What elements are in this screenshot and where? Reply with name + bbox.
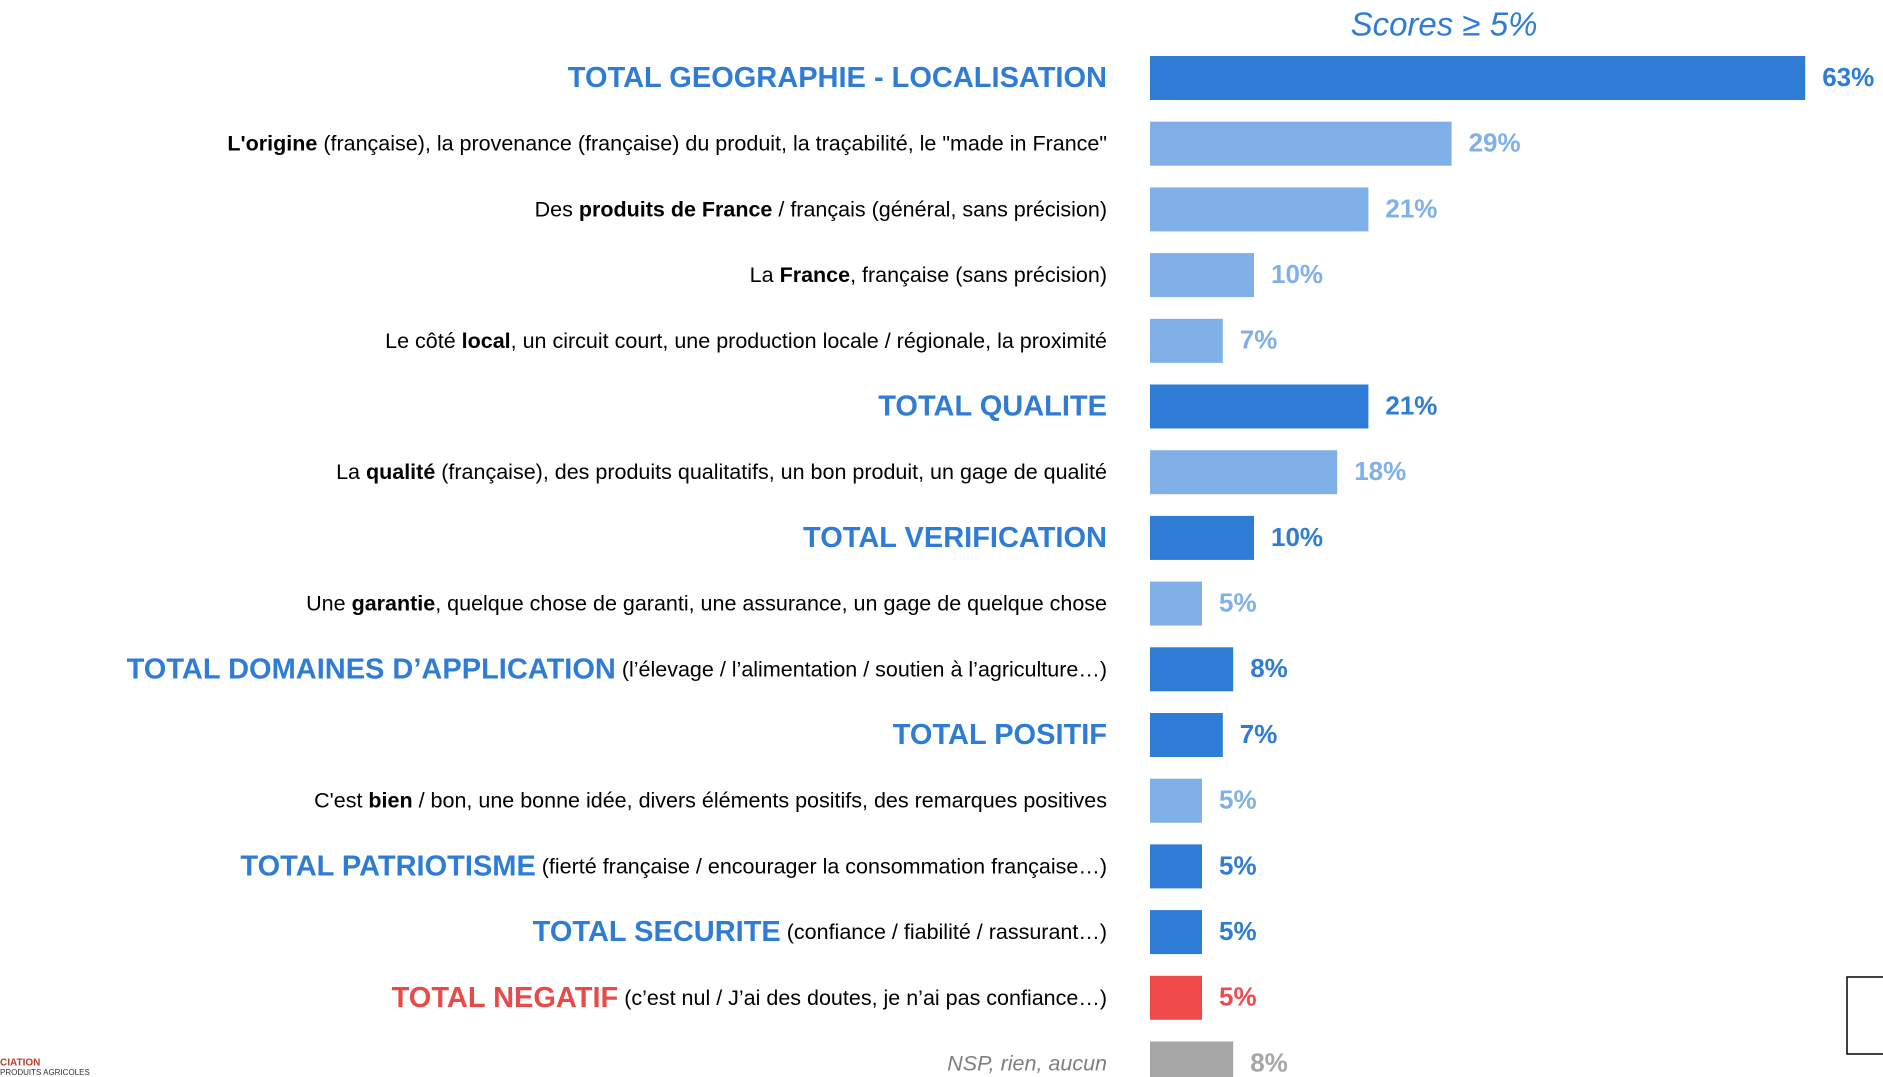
- label-part: (l’élevage / l’alimentation / soutien à …: [616, 657, 1107, 681]
- bar: [1150, 121, 1452, 166]
- bar: [1150, 56, 1806, 100]
- category-label: Une garantie, quelque chose de garanti, …: [306, 591, 1107, 615]
- label-part: TOTAL QUALITE: [878, 390, 1107, 422]
- category-label: TOTAL SECURITE (confiance / fiabilité / …: [533, 916, 1107, 948]
- bar: [1150, 318, 1223, 363]
- label-part: TOTAL PATRIOTISME: [240, 850, 535, 882]
- label-part: NSP, rien, aucun: [947, 1051, 1107, 1075]
- bar: [1150, 778, 1202, 823]
- label-part: , quelque chose de garanti, une assuranc…: [435, 591, 1107, 615]
- category-label: TOTAL QUALITE: [878, 390, 1107, 422]
- label-part: local: [462, 328, 511, 352]
- label-part: La: [336, 460, 366, 484]
- label-part: TOTAL GEOGRAPHIE - LOCALISATION: [568, 62, 1107, 94]
- bar: [1150, 515, 1254, 560]
- value-label: 8%: [1250, 653, 1288, 683]
- label-part: C'est: [314, 788, 368, 812]
- label-part: TOTAL SECURITE: [533, 916, 781, 948]
- category-label: TOTAL GEOGRAPHIE - LOCALISATION: [568, 62, 1107, 94]
- label-part: / français (général, sans précision): [772, 197, 1107, 221]
- value-label: 7%: [1240, 325, 1278, 355]
- label-part: bien: [368, 788, 412, 812]
- value-label: 8%: [1250, 1047, 1288, 1077]
- bar: [1150, 384, 1369, 429]
- label-part: (française), des produits qualitatifs, u…: [435, 460, 1107, 484]
- category-label: La qualité (française), des produits qua…: [336, 460, 1107, 484]
- category-label: TOTAL NEGATIF (c’est nul / J’ai des dout…: [392, 981, 1107, 1013]
- value-label: 21%: [1385, 390, 1437, 420]
- bar: [1150, 1041, 1234, 1077]
- category-label: Des produits de France / français (génér…: [535, 197, 1107, 221]
- category-label: TOTAL PATRIOTISME (fierté française / en…: [240, 850, 1107, 882]
- bar: [1150, 253, 1254, 298]
- label-part: qualité: [366, 460, 435, 484]
- bar: [1150, 975, 1202, 1020]
- category-label: Le côté local, un circuit court, une pro…: [385, 328, 1107, 352]
- category-label: TOTAL VERIFICATION: [803, 522, 1107, 554]
- category-label: La France, française (sans précision): [750, 263, 1107, 287]
- bar: [1150, 713, 1223, 757]
- bar: [1150, 844, 1202, 889]
- value-label: 63%: [1822, 62, 1874, 92]
- label-part: France: [780, 263, 851, 287]
- bar: [1150, 187, 1369, 232]
- label-part: Des: [535, 197, 579, 221]
- label-part: (fierté française / encourager la consom…: [536, 854, 1107, 878]
- bar: [1150, 450, 1338, 495]
- label-part: garantie: [352, 591, 436, 615]
- side-box: [1846, 976, 1883, 1055]
- label-part: TOTAL NEGATIF: [392, 981, 619, 1013]
- value-label: 18%: [1354, 456, 1406, 486]
- chart-subtitle: Scores ≥ 5%: [1351, 6, 1538, 43]
- logo-text: PRODUITS AGRICOLES: [0, 1068, 90, 1077]
- category-label: TOTAL POSITIF: [893, 719, 1107, 751]
- value-label: 5%: [1219, 850, 1257, 880]
- value-label: 29%: [1469, 128, 1521, 158]
- bar: [1150, 910, 1202, 955]
- label-part: L'origine: [227, 131, 317, 155]
- category-label: TOTAL DOMAINES D’APPLICATION (l’élevage …: [127, 653, 1107, 685]
- value-label: 5%: [1219, 587, 1257, 617]
- label-part: TOTAL DOMAINES D’APPLICATION: [127, 653, 616, 685]
- label-part: (française), la provenance (française) d…: [317, 131, 1107, 155]
- bar: [1150, 581, 1202, 626]
- value-label: 10%: [1271, 259, 1323, 289]
- label-part: TOTAL POSITIF: [893, 719, 1107, 751]
- label-part: produits de France: [579, 197, 773, 221]
- value-label: 5%: [1219, 785, 1257, 815]
- label-part: Une: [306, 591, 351, 615]
- label-part: Le côté: [385, 328, 462, 352]
- label-part: (c’est nul / J’ai des doutes, je n’ai pa…: [618, 985, 1107, 1009]
- label-part: TOTAL VERIFICATION: [803, 522, 1107, 554]
- label-part: (confiance / fiabilité / rassurant…): [781, 920, 1107, 944]
- value-label: 7%: [1240, 719, 1278, 749]
- category-label: C'est bien / bon, une bonne idée, divers…: [314, 788, 1107, 812]
- category-label: NSP, rien, aucun: [947, 1051, 1107, 1075]
- logo-text: CIATION: [0, 1058, 40, 1069]
- category-label: L'origine (française), la provenance (fr…: [227, 131, 1107, 155]
- label-part: , française (sans précision): [850, 263, 1107, 287]
- label-part: / bon, une bonne idée, divers éléments p…: [413, 788, 1107, 812]
- value-label: 10%: [1271, 522, 1323, 552]
- value-label: 5%: [1219, 982, 1257, 1012]
- bar: [1150, 647, 1234, 692]
- value-label: 5%: [1219, 916, 1257, 946]
- label-part: La: [750, 263, 780, 287]
- label-part: , un circuit court, une production local…: [511, 328, 1107, 352]
- value-label: 21%: [1385, 193, 1437, 223]
